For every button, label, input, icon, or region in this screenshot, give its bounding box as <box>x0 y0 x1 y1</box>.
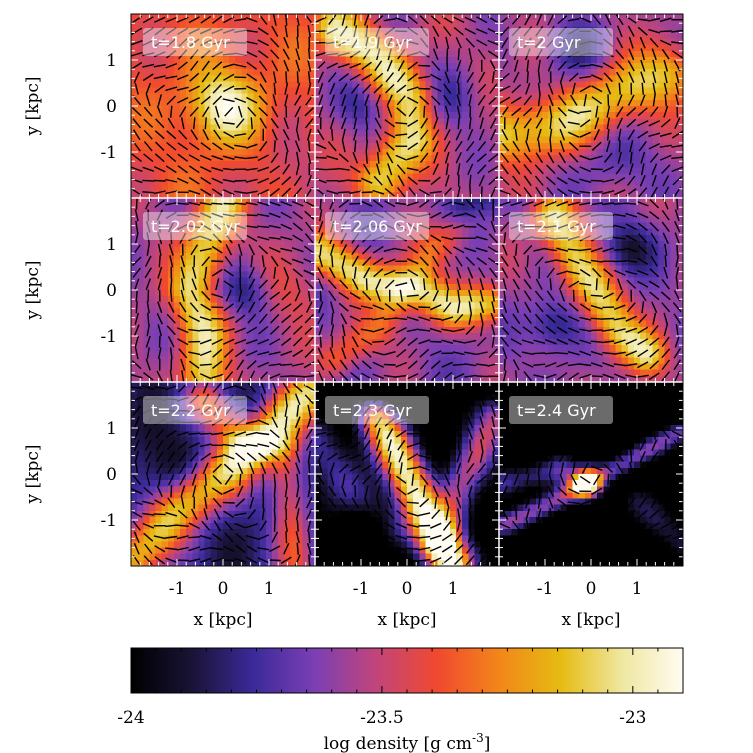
panel-9: t=2.4 Gyr <box>498 381 684 567</box>
colorbar-label: log density [g cm-3] <box>324 731 491 753</box>
density-image <box>131 382 315 566</box>
y-axis-label: y [kpc] <box>23 77 43 137</box>
y-axis-label: y [kpc] <box>23 261 43 321</box>
panel-ticks <box>131 382 315 566</box>
time-label: t=2 Gyr <box>509 28 613 56</box>
y-tick-label: 1 <box>106 419 117 439</box>
time-label: t=1.9 Gyr <box>325 28 429 56</box>
time-label-text: t=1.9 Gyr <box>333 33 412 52</box>
panel-4: t=2.02 Gyr <box>130 197 316 383</box>
x-tick-label: -1 <box>353 579 370 599</box>
field-vectors <box>130 13 315 198</box>
panel-ticks <box>499 14 683 198</box>
field-vectors <box>498 13 684 198</box>
panel-6: t=2.1 Gyr <box>498 197 683 383</box>
y-tick-label: 1 <box>106 235 117 255</box>
panel-1: t=1.8 Gyr <box>130 13 315 198</box>
time-label-text: t=2 Gyr <box>517 33 581 52</box>
y-tick-label: -1 <box>100 511 117 531</box>
time-label-text: t=2.4 Gyr <box>517 401 596 420</box>
panel-grid: t=1.8 Gyr t=1.9 Gyr t=2 Gyr t=2.02 Gyr t=2.0… <box>130 13 684 567</box>
field-vectors <box>498 381 684 567</box>
panel-7: t=2.2 Gyr <box>130 381 315 567</box>
x-tick-label: 0 <box>402 579 413 599</box>
field-vectors <box>130 197 316 383</box>
time-label-text: t=2.3 Gyr <box>333 401 412 420</box>
colorbar-tick-label: -23 <box>619 708 646 728</box>
y-tick-label: 0 <box>106 97 117 117</box>
field-vectors <box>314 13 500 199</box>
x-tick-label: -1 <box>537 579 554 599</box>
x-axis-label: x [kpc] <box>194 610 253 630</box>
time-label-text: t=1.8 Gyr <box>151 33 230 52</box>
time-label: t=2.06 Gyr <box>325 212 429 240</box>
colorbar-tick-label: -24 <box>117 708 144 728</box>
x-axis-label: x [kpc] <box>562 610 621 630</box>
field-vectors <box>130 381 315 567</box>
x-tick-label: 1 <box>448 579 459 599</box>
panel-5: t=2.06 Gyr <box>315 197 500 382</box>
x-tick-label: 0 <box>586 579 597 599</box>
panel-3: t=2 Gyr <box>498 13 684 198</box>
x-axis-label: x [kpc] <box>378 610 437 630</box>
colorbar-tick-label: -23.5 <box>360 708 404 728</box>
y-tick-label: -1 <box>100 143 117 163</box>
time-label: t=2.2 Gyr <box>143 396 247 424</box>
colorbar: -24 -23.5 -23 log density [g cm-3] <box>117 647 684 753</box>
time-label: t=2.3 Gyr <box>325 396 429 424</box>
time-label-text: t=2.06 Gyr <box>333 217 422 236</box>
panel-8: t=2.3 Gyr <box>314 381 500 566</box>
y-tick-label: 0 <box>106 281 117 301</box>
panel-2: t=1.9 Gyr <box>314 13 500 199</box>
x-tick-label: 1 <box>632 579 643 599</box>
x-tick-label: 0 <box>218 579 229 599</box>
y-tick-label: 0 <box>106 465 117 485</box>
y-tick-label: -1 <box>100 327 117 347</box>
time-label-text: t=2.1 Gyr <box>517 217 596 236</box>
field-vectors <box>317 197 500 382</box>
time-label: t=1.8 Gyr <box>143 28 247 56</box>
field-vectors <box>498 197 682 383</box>
axes-labels: 1 0 -1 y [kpc] 1 0 -1 y [kpc] 1 0 -1 y [kpc] -1 0 1 x [… <box>23 51 642 630</box>
x-tick-label: 1 <box>264 579 275 599</box>
frame <box>130 13 684 567</box>
x-tick-label: -1 <box>169 579 186 599</box>
y-tick-label: 1 <box>106 51 117 71</box>
time-label-text: t=2.02 Gyr <box>151 217 240 236</box>
time-label: t=2.4 Gyr <box>509 396 613 424</box>
time-label: t=2.02 Gyr <box>143 212 247 240</box>
colorbar-ticks <box>130 648 684 693</box>
y-axis-label: y [kpc] <box>23 445 43 505</box>
time-label: t=2.1 Gyr <box>509 212 613 240</box>
colorbar-gradient <box>130 647 684 694</box>
time-label-text: t=2.2 Gyr <box>151 401 230 420</box>
